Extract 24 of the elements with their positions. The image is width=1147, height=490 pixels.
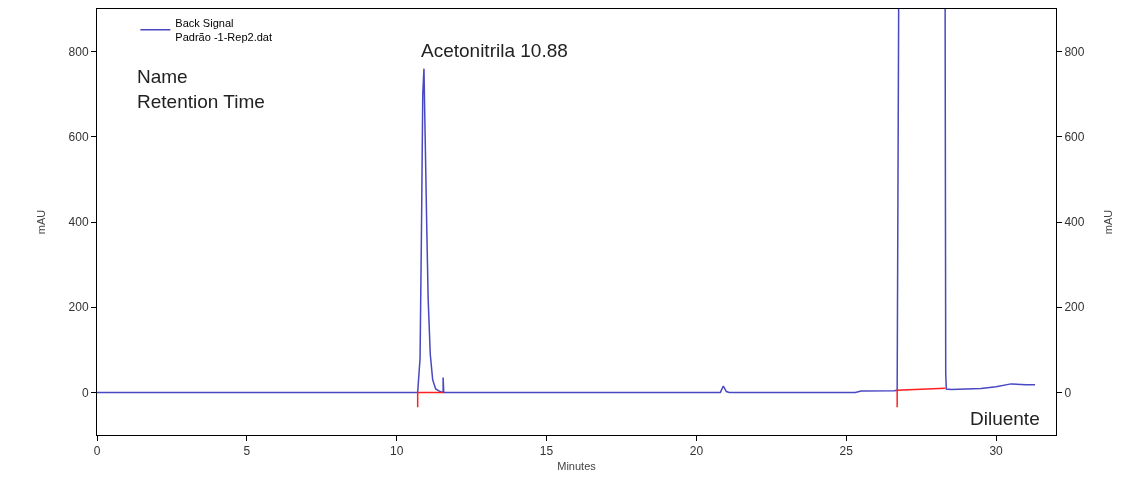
x-axis-title: Minutes bbox=[557, 459, 597, 472]
x-tick-label: 10 bbox=[390, 444, 404, 459]
x-tick-label: 15 bbox=[539, 444, 554, 459]
y2-tick-label: 800 bbox=[1064, 44, 1085, 59]
x-tick-label: 25 bbox=[839, 444, 854, 459]
annotation: Diluente bbox=[970, 408, 1040, 429]
y-tick-label: 0 bbox=[81, 385, 89, 400]
y2-tick-label: 200 bbox=[1064, 300, 1085, 315]
y2-tick-label: 400 bbox=[1064, 215, 1085, 230]
x-tick-label: 5 bbox=[243, 444, 251, 459]
legend-label: Back Signal Padrão -1-Rep2.dat bbox=[175, 16, 272, 44]
y-tick-label: 600 bbox=[68, 130, 89, 144]
annotation: Acetonitrila 10.88 bbox=[421, 40, 568, 61]
x-tick-label: 20 bbox=[689, 444, 704, 459]
y-tick-label: 200 bbox=[68, 300, 89, 315]
x-tick-label: 0 bbox=[93, 444, 101, 459]
y2-tick-label: 600 bbox=[1064, 130, 1085, 144]
y-tick-label: 400 bbox=[68, 215, 89, 230]
y2-tick-label: 0 bbox=[1064, 385, 1072, 400]
y-tick-label: 800 bbox=[68, 44, 89, 59]
annotation: Name Retention Time bbox=[137, 66, 265, 112]
y2-axis-title: mAU bbox=[1101, 209, 1114, 235]
y-axis-title: mAU bbox=[35, 209, 48, 235]
x-tick-label: 30 bbox=[989, 444, 1004, 459]
